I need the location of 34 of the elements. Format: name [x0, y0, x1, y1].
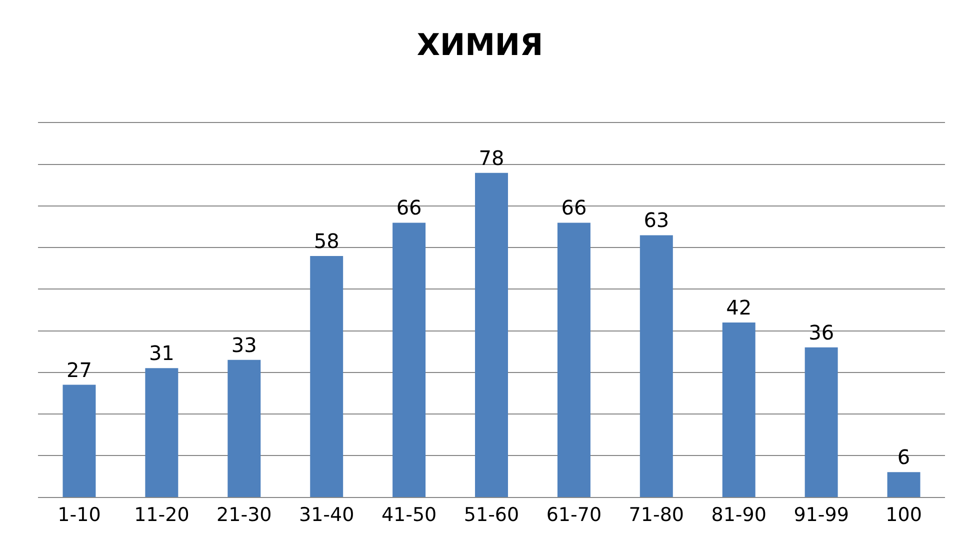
x-tick-label: 1-10: [58, 504, 101, 526]
x-tick-label: 41-50: [381, 504, 437, 526]
data-label: 66: [561, 196, 587, 220]
x-tick-label: 91-99: [794, 504, 849, 526]
bar: [62, 384, 96, 497]
bar: [804, 347, 838, 497]
x-tick-label: 11-20: [134, 504, 190, 526]
bar: [640, 235, 673, 497]
bar: [475, 172, 508, 497]
bar: [557, 222, 590, 497]
x-tick-label: 51-60: [464, 504, 520, 526]
bar: [722, 322, 756, 497]
data-label: 66: [396, 196, 422, 220]
data-label: 31: [148, 341, 174, 366]
bar: [228, 360, 261, 497]
x-tick-label: 81-90: [711, 504, 766, 526]
x-tick-label: 61-70: [546, 504, 602, 526]
data-label: 6: [897, 445, 910, 470]
bar: [887, 472, 920, 497]
bar: [310, 256, 344, 497]
x-tick-label: 71-80: [628, 504, 684, 526]
x-tick-label: 21-30: [216, 504, 272, 526]
data-label: 33: [231, 332, 257, 357]
x-tick-label: 100: [886, 504, 922, 526]
data-label: 27: [66, 358, 92, 382]
bar: [145, 368, 178, 497]
data-label: 36: [808, 320, 834, 344]
data-label: 58: [314, 228, 340, 253]
chart-title: ХИМИЯ: [416, 28, 544, 64]
bar: [392, 222, 426, 497]
data-label: 42: [726, 295, 752, 320]
data-label: 78: [478, 146, 504, 170]
x-tick-label: 31-40: [298, 504, 354, 526]
data-label: 63: [644, 208, 670, 232]
